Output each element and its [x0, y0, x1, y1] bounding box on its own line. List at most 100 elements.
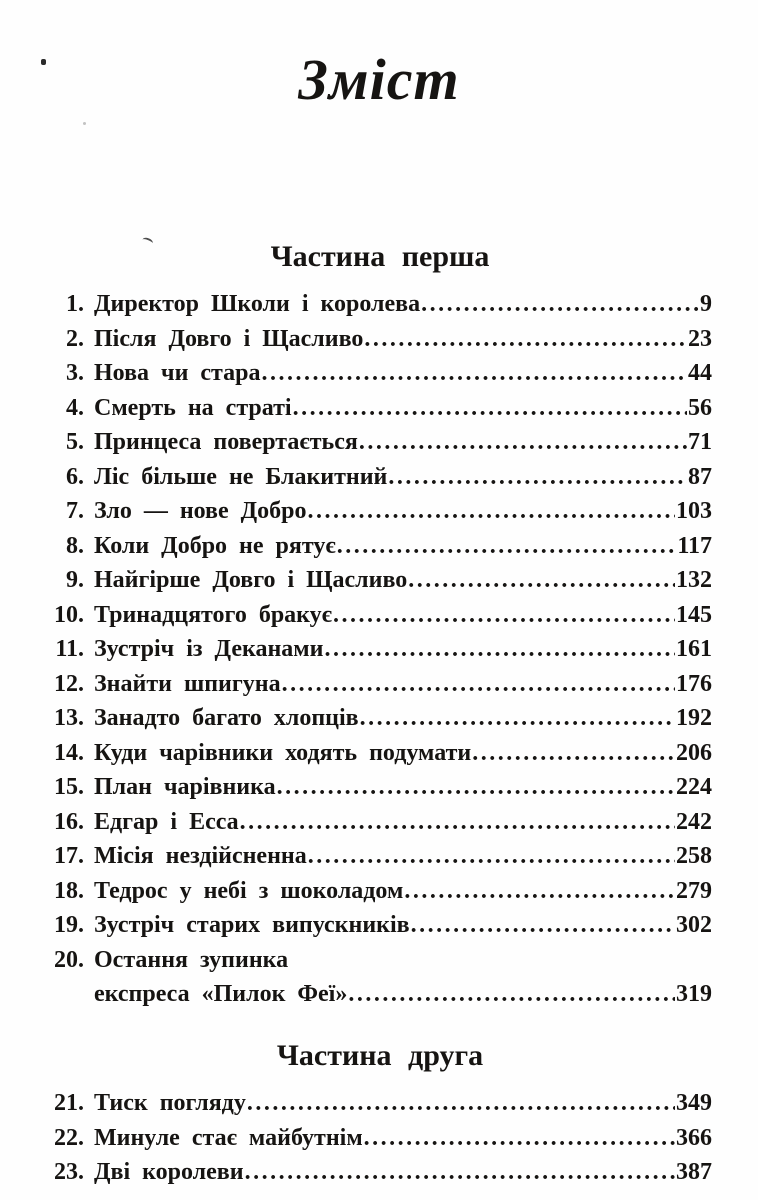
toc-entry: 16. Едгар і Есса 242	[48, 805, 712, 840]
chapter-number: 8.	[66, 532, 84, 559]
toc-entry: 7. Зло — нове Добро 103	[48, 494, 712, 529]
page-number: 319	[676, 981, 712, 1008]
chapter-number: 20.	[54, 946, 84, 973]
page-number: 176	[676, 670, 712, 697]
page-number: 242	[676, 808, 712, 835]
toc-entry: 22. Минуле стає майбутнім 366	[48, 1121, 712, 1156]
chapter-number: 22.	[54, 1124, 84, 1151]
page-number: 279	[676, 877, 712, 904]
toc-entry: 4. Смерть на страті 56	[48, 391, 712, 426]
dot-leader	[308, 494, 675, 529]
page-number: 161	[676, 636, 712, 663]
dot-leader	[240, 805, 675, 840]
chapter-title: Тринадцятого бракує	[94, 601, 333, 628]
page-number: 87	[688, 463, 712, 490]
toc-entry: 11. Зустріч із Деканами 161	[48, 632, 712, 667]
page-number: 117	[677, 532, 712, 559]
chapter-title: Найгірше Довго і Щасливо	[94, 567, 408, 594]
toc-entry: 19. Зустріч старих випускників 302	[48, 908, 712, 943]
page-number: 132	[676, 567, 712, 594]
chapter-number: 2.	[66, 325, 84, 352]
dot-leader	[421, 287, 699, 322]
page-number: 258	[676, 843, 712, 870]
toc-entry: 5. Принцеса повертається 71	[48, 425, 712, 460]
dot-leader	[247, 1086, 675, 1121]
chapter-title: Коли Добро не рятує	[94, 532, 336, 559]
dot-leader	[261, 356, 687, 391]
chapter-title: Остання зупинка	[94, 946, 289, 973]
dot-leader	[324, 632, 675, 667]
chapter-title: Зустріч із Деканами	[94, 636, 324, 663]
dot-leader	[408, 563, 675, 598]
page-number: 9	[700, 291, 712, 318]
chapter-title: Тедрос у небі з шоколадом	[94, 877, 404, 904]
chapter-title: Зло — нове Добро	[94, 498, 307, 525]
page-number: 56	[688, 394, 712, 421]
toc-entry: 12. Знайти шпигуна 176	[48, 667, 712, 702]
chapter-title: План чарівника	[94, 774, 276, 801]
chapter-number: 21.	[54, 1090, 84, 1117]
chapter-title: Едгар і Есса	[94, 808, 239, 835]
chapter-title: Ліс більше не Блакитний	[94, 463, 388, 490]
chapter-number: 1.	[66, 291, 84, 318]
dot-leader	[404, 874, 675, 909]
page-number: 349	[676, 1090, 712, 1117]
chapter-title: Дві королеви	[94, 1159, 244, 1186]
chapter-number: 4.	[66, 394, 84, 421]
chapter-number: 6.	[66, 463, 84, 490]
dot-leader	[472, 736, 675, 771]
dot-leader	[360, 701, 675, 736]
dot-leader	[359, 425, 687, 460]
toc-entry: 1. Директор Школи і королева 9	[48, 287, 712, 322]
toc-entry: експреса «Пилок Феї» 319	[48, 977, 712, 1012]
page-number: 224	[676, 774, 712, 801]
chapter-title: Смерть на страті	[94, 394, 292, 421]
toc-entry: 3. Нова чи стара 44	[48, 356, 712, 391]
toc-entry: 8. Коли Добро не рятує 117	[48, 529, 712, 564]
chapter-number: 12.	[54, 670, 84, 697]
scan-speck	[41, 59, 46, 65]
dot-leader	[293, 391, 687, 426]
page-number: 366	[676, 1124, 712, 1151]
chapter-title: Куди чарівники ходять подумати	[94, 739, 472, 766]
dot-leader	[348, 977, 675, 1012]
dot-leader	[277, 770, 675, 805]
dot-leader	[308, 839, 675, 874]
page-number: 71	[688, 429, 712, 456]
chapter-title: Нова чи стара	[94, 360, 261, 387]
dot-leader	[364, 322, 687, 357]
toc-entry: 23. Дві королеви 387	[48, 1155, 712, 1190]
toc-entry: 2. Після Довго і Щасливо 23	[48, 322, 712, 357]
page-number: 103	[676, 498, 712, 525]
toc-entry: 14. Куди чарівники ходять подумати 206	[48, 736, 712, 771]
part-heading: Частина перша	[270, 239, 490, 273]
page-number: 387	[676, 1159, 712, 1186]
dot-leader	[411, 908, 675, 943]
dot-leader	[333, 598, 675, 633]
chapter-number: 10.	[54, 601, 84, 628]
chapter-number: 23.	[54, 1159, 84, 1186]
chapter-number: 18.	[54, 877, 84, 904]
toc-entry: 18. Тедрос у небі з шоколадом 279	[48, 874, 712, 909]
page-number: 192	[676, 705, 712, 732]
chapter-title: Зустріч старих випускників	[94, 912, 410, 939]
chapter-number: 19.	[54, 912, 84, 939]
chapter-title: Принцеса повертається	[94, 429, 358, 456]
dot-leader	[282, 667, 675, 702]
chapter-number: 9.	[66, 567, 84, 594]
toc-entry: 9. Найгірше Довго і Щасливо 132	[48, 563, 712, 598]
chapter-title: Занадто багато хлопців	[94, 705, 359, 732]
page-number: 145	[676, 601, 712, 628]
chapter-number: 14.	[54, 739, 84, 766]
chapter-title: Тиск погляду	[94, 1090, 246, 1117]
table-of-contents: Частина перша 1. Директор Школи і короле…	[0, 240, 758, 1190]
page-number: 302	[676, 912, 712, 939]
scan-speck	[83, 122, 86, 125]
toc-entry: 13. Занадто багато хлопців 192	[48, 701, 712, 736]
dot-leader	[364, 1121, 675, 1156]
chapter-number: 16.	[54, 808, 84, 835]
chapter-number: 15.	[54, 774, 84, 801]
chapter-title: Після Довго і Щасливо	[94, 325, 364, 352]
toc-entry: 6. Ліс більше не Блакитний 87	[48, 460, 712, 495]
